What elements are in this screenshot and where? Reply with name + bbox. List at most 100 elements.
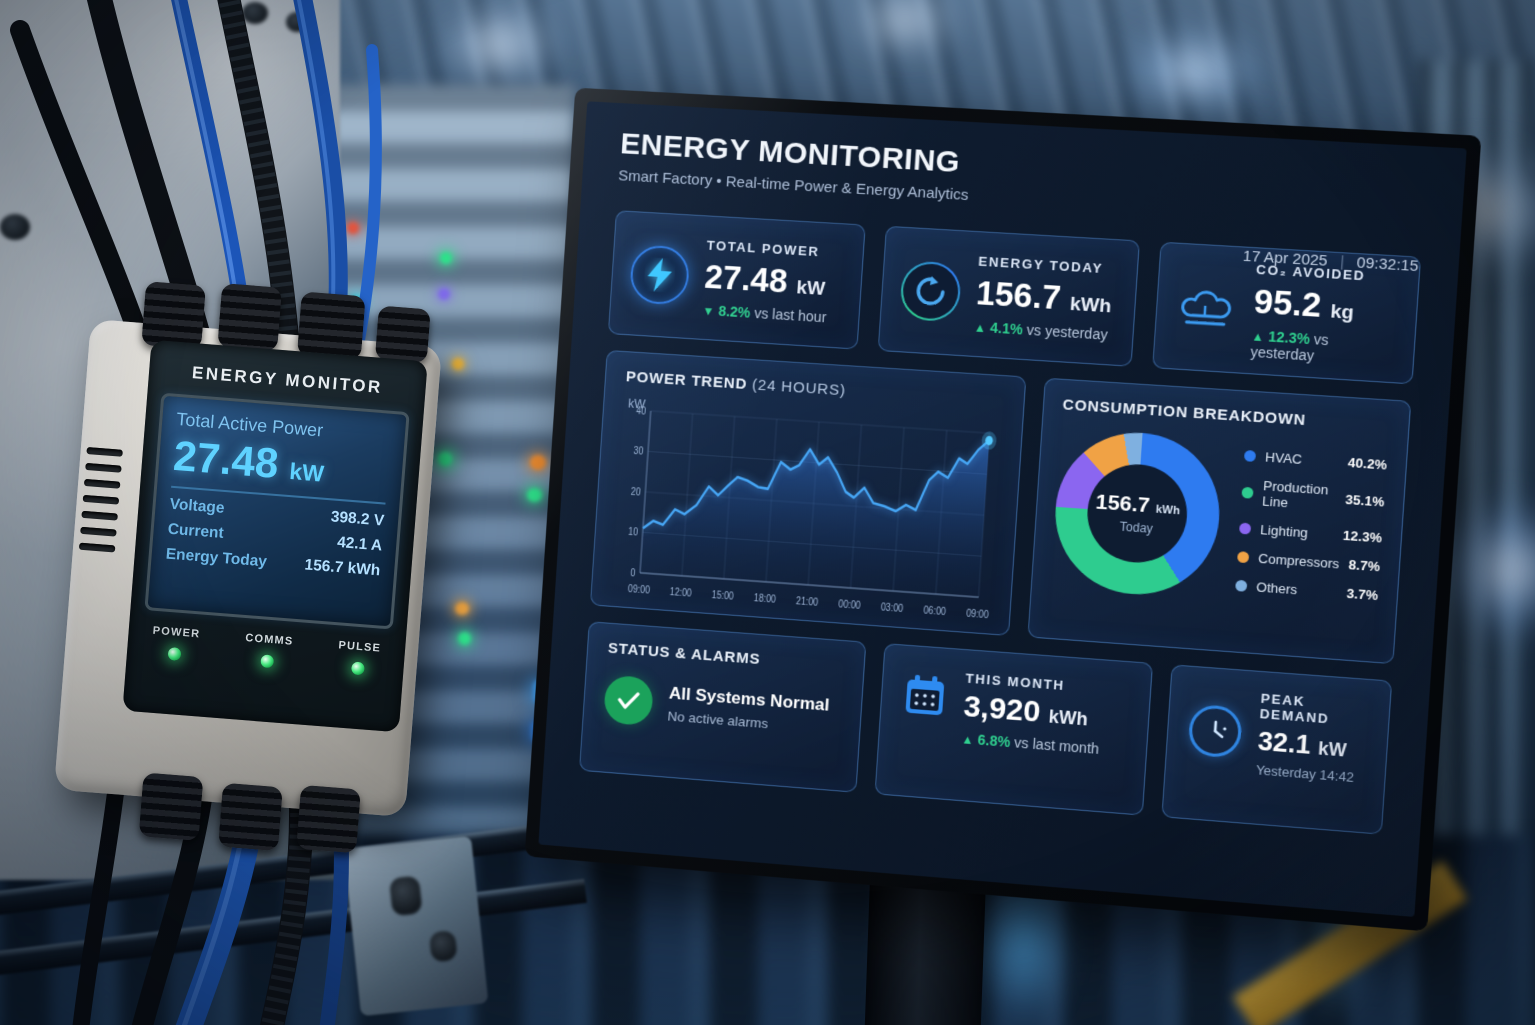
clock-icon [1187,703,1244,759]
breakdown-title: CONSUMPTION BREAKDOWN [1062,396,1307,430]
co2-texts: CO₂ AVOIDED 95.2 kg ▲ 12.3% vs yesterday [1250,262,1400,369]
svg-text:0: 0 [630,567,636,580]
led-pulse: PULSE [336,639,382,676]
cabinet-led-amber [452,358,464,370]
status-alarms-card: STATUS & ALARMS All Systems Normal No ac… [579,621,867,793]
bolt-icon [628,244,691,306]
consumption-breakdown-card: CONSUMPTION BREAKDOWN 156.7 kWh Today [1027,377,1412,665]
legend-dot [1239,522,1252,535]
peak-demand-card: PEAK DEMAND 32.1 kW Yesterday 14:42 [1161,664,1393,835]
kpi-value: 95.2 kg [1252,282,1355,325]
svg-text:06:00: 06:00 [923,605,947,619]
time-label: 09:32:15 [1356,254,1419,276]
ceiling-light [850,0,960,50]
svg-text:21:00: 21:00 [796,595,819,609]
cable-gland [217,283,283,352]
check-icon [603,674,655,727]
cabinet-led-green [458,632,471,645]
cabinet-led-green [440,252,452,264]
donut-center-sub: Today [1119,518,1154,536]
pillar-hole [286,12,308,32]
pillar-hole [242,2,268,24]
lcd-power-number: 27.48 [171,431,281,487]
legend-item: Lighting 12.3% [1239,520,1382,546]
status-body: All Systems Normal No active alarms [603,674,842,741]
cycle-icon [898,260,962,323]
breakdown-legend: HVAC 40.2% Production Line 35.1% Lightin… [1235,448,1387,603]
month-value: 3,920 kWh [962,689,1089,730]
svg-text:30: 30 [633,446,644,459]
kpi-delta: ▲ 4.1% vs yesterday [973,319,1109,343]
up-triangle-icon: ▲ [960,732,974,748]
status-title: STATUS & ALARMS [607,639,761,669]
down-triangle-icon: ▼ [701,303,715,319]
power-trend-card: POWER TREND (24 HOURS) kW 09:00 12:00 15:0… [589,349,1027,637]
legend-item: Production Line 35.1% [1241,477,1386,517]
status-texts: All Systems Normal No active alarms [667,683,830,735]
month-delta: ▲ 6.8% vs last month [960,731,1100,757]
svg-text:20: 20 [630,486,641,499]
cabinet-led-purple [438,288,450,300]
y-axis-unit-label: kW [627,396,646,412]
dashboard-monitor: ENERGY MONITORING Smart Factory • Real-t… [524,87,1482,932]
cable-gland [296,784,361,854]
cabinet-led-green [527,488,542,502]
legend-dot [1241,486,1254,499]
cable-gland [138,772,204,841]
bracket-hole [428,929,458,963]
legend-item: HVAC 40.2% [1243,448,1387,473]
kpi-label: TOTAL POWER [706,237,820,260]
svg-text:15:00: 15:00 [711,589,734,603]
legend-dot [1243,449,1257,462]
cloud-icon [1174,277,1238,340]
up-triangle-icon: ▲ [973,320,987,336]
svg-text:00:00: 00:00 [838,598,861,612]
middle-row: POWER TREND (24 HOURS) kW 09:00 12:00 15:0… [589,349,1412,665]
cable-gland [296,291,366,361]
month-body: THIS MONTH 3,920 kWh ▲ 6.8% vs last month [900,666,1130,759]
legend-item: Others 3.7% [1235,578,1378,603]
donut-center-value: 156.7 kWh [1094,489,1181,517]
energy-today-texts: ENERGY TODAY 156.7 kWh ▲ 4.1% vs yesterda… [973,254,1114,343]
led-comms: COMMS [243,632,294,670]
ceiling-light [440,10,560,80]
legend-dot [1237,551,1250,564]
svg-text:10: 10 [628,526,639,539]
legend-dot [1235,579,1248,592]
heat-vents [78,446,123,553]
cable-gland [218,782,283,852]
peak-body: PEAK DEMAND 32.1 kW Yesterday 14:42 [1187,685,1369,785]
peak-value: 32.1 kW [1256,725,1348,761]
month-texts: THIS MONTH 3,920 kWh ▲ 6.8% vs last month [961,670,1104,757]
steel-bracket [343,835,489,1017]
device-title: ENERGY MONITOR [191,363,384,397]
led-power: POWER [151,625,201,663]
svg-text:18:00: 18:00 [753,592,776,606]
svg-text:03:00: 03:00 [880,601,903,615]
breakdown-body: 156.7 kWh Today HVAC 40.2% [1050,427,1388,612]
energy-today-card: ENERGY TODAY 156.7 kWh ▲ 4.1% vs yesterda… [877,225,1141,367]
svg-text:12:00: 12:00 [669,586,692,600]
kpi-delta: ▼ 8.2% vs last hour [701,302,827,326]
kpi-value: 156.7 kWh [974,273,1112,318]
pillar-hole [0,214,30,240]
svg-text:09:00: 09:00 [966,608,990,622]
legend-item: Compressors 8.7% [1237,549,1380,574]
bracket-hole [388,875,423,917]
dashboard-screen: ENERGY MONITORING Smart Factory • Real-t… [538,101,1467,917]
kpi-value: 27.48 kW [703,257,826,301]
kpi-delta: ▲ 12.3% vs yesterday [1250,328,1330,364]
power-led-icon [167,647,182,662]
cable-gland [141,281,207,350]
pulse-led-icon [351,661,366,676]
total-power-texts: TOTAL POWER 27.48 kW ▼ 8.2% vs last hour [702,238,831,326]
ceiling-light [1120,30,1270,110]
cabinet-led-amber [455,602,469,615]
donut-wrap: 156.7 kWh Today [1050,427,1225,600]
cabinet-led-orange [530,455,546,470]
calendar-icon [902,672,950,720]
energy-monitor-device: ENERGY MONITOR Total Active Power 27.48 … [54,281,442,854]
peak-label: PEAK DEMAND [1259,690,1330,727]
this-month-card: THIS MONTH 3,920 kWh ▲ 6.8% vs last month [874,643,1154,816]
